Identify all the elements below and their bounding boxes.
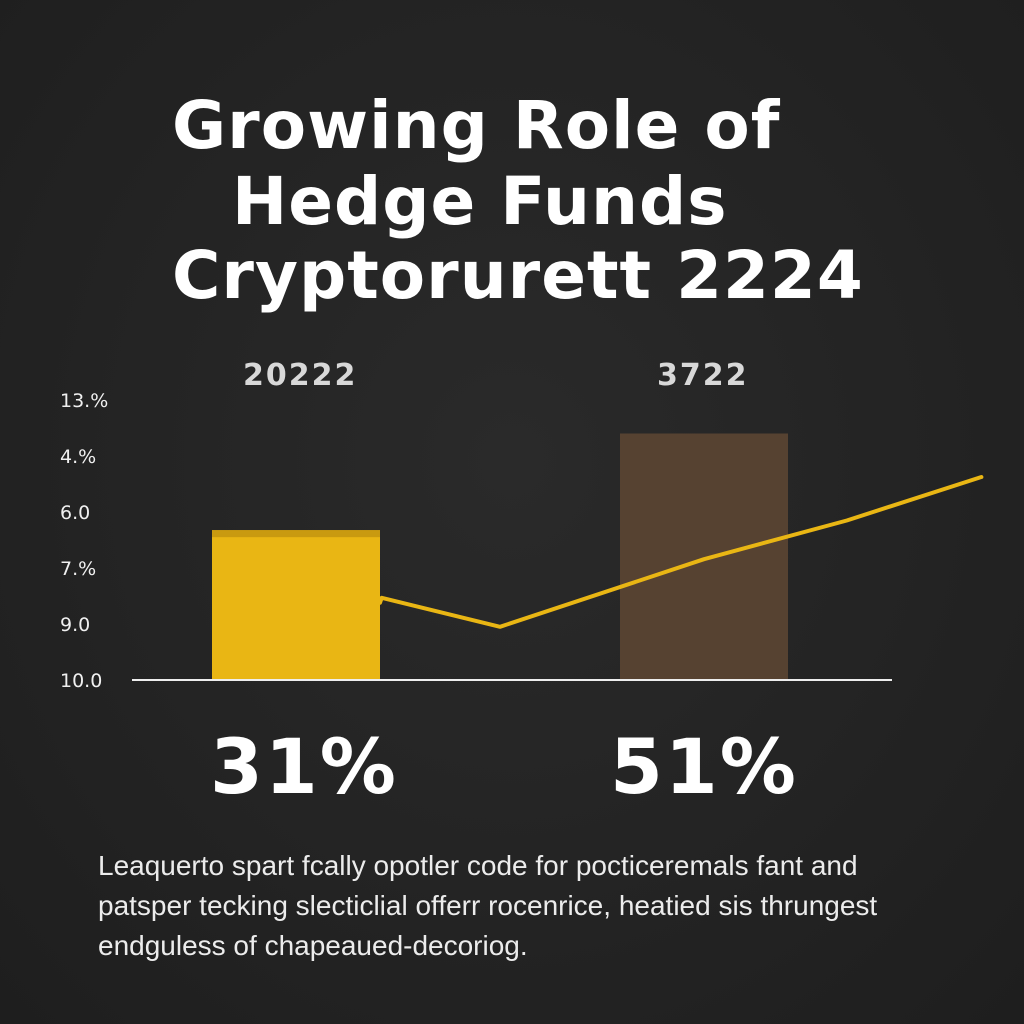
category-label-1: 20222 [243,358,358,393]
y-tick-label-5: 9.0 [60,614,91,636]
chart-title-line-3: Cryptorurett 2224 [172,237,864,314]
y-tick-label-2: 4.% [60,446,97,468]
bar-1 [212,530,380,680]
chart-title-line-2: Hedge Funds [232,163,728,240]
category-label-2: 3722 [657,358,749,393]
bar-value-label-2: 51% [610,722,798,811]
y-tick-label-1: 13.% [60,390,109,412]
chart-title-line-1: Growing Role of [172,87,781,164]
y-tick-label-3: 6.0 [60,502,91,524]
trend-line [378,475,984,629]
y-tick-label-6: 10.0 [60,670,103,692]
bar-2 [620,433,788,680]
bar-1-top-edge [212,530,380,538]
bar-value-label-1: 31% [210,722,398,811]
caption-text: Leaquerto spart fcally opotler code for … [98,850,878,961]
y-tick-label-4: 7.% [60,558,97,580]
